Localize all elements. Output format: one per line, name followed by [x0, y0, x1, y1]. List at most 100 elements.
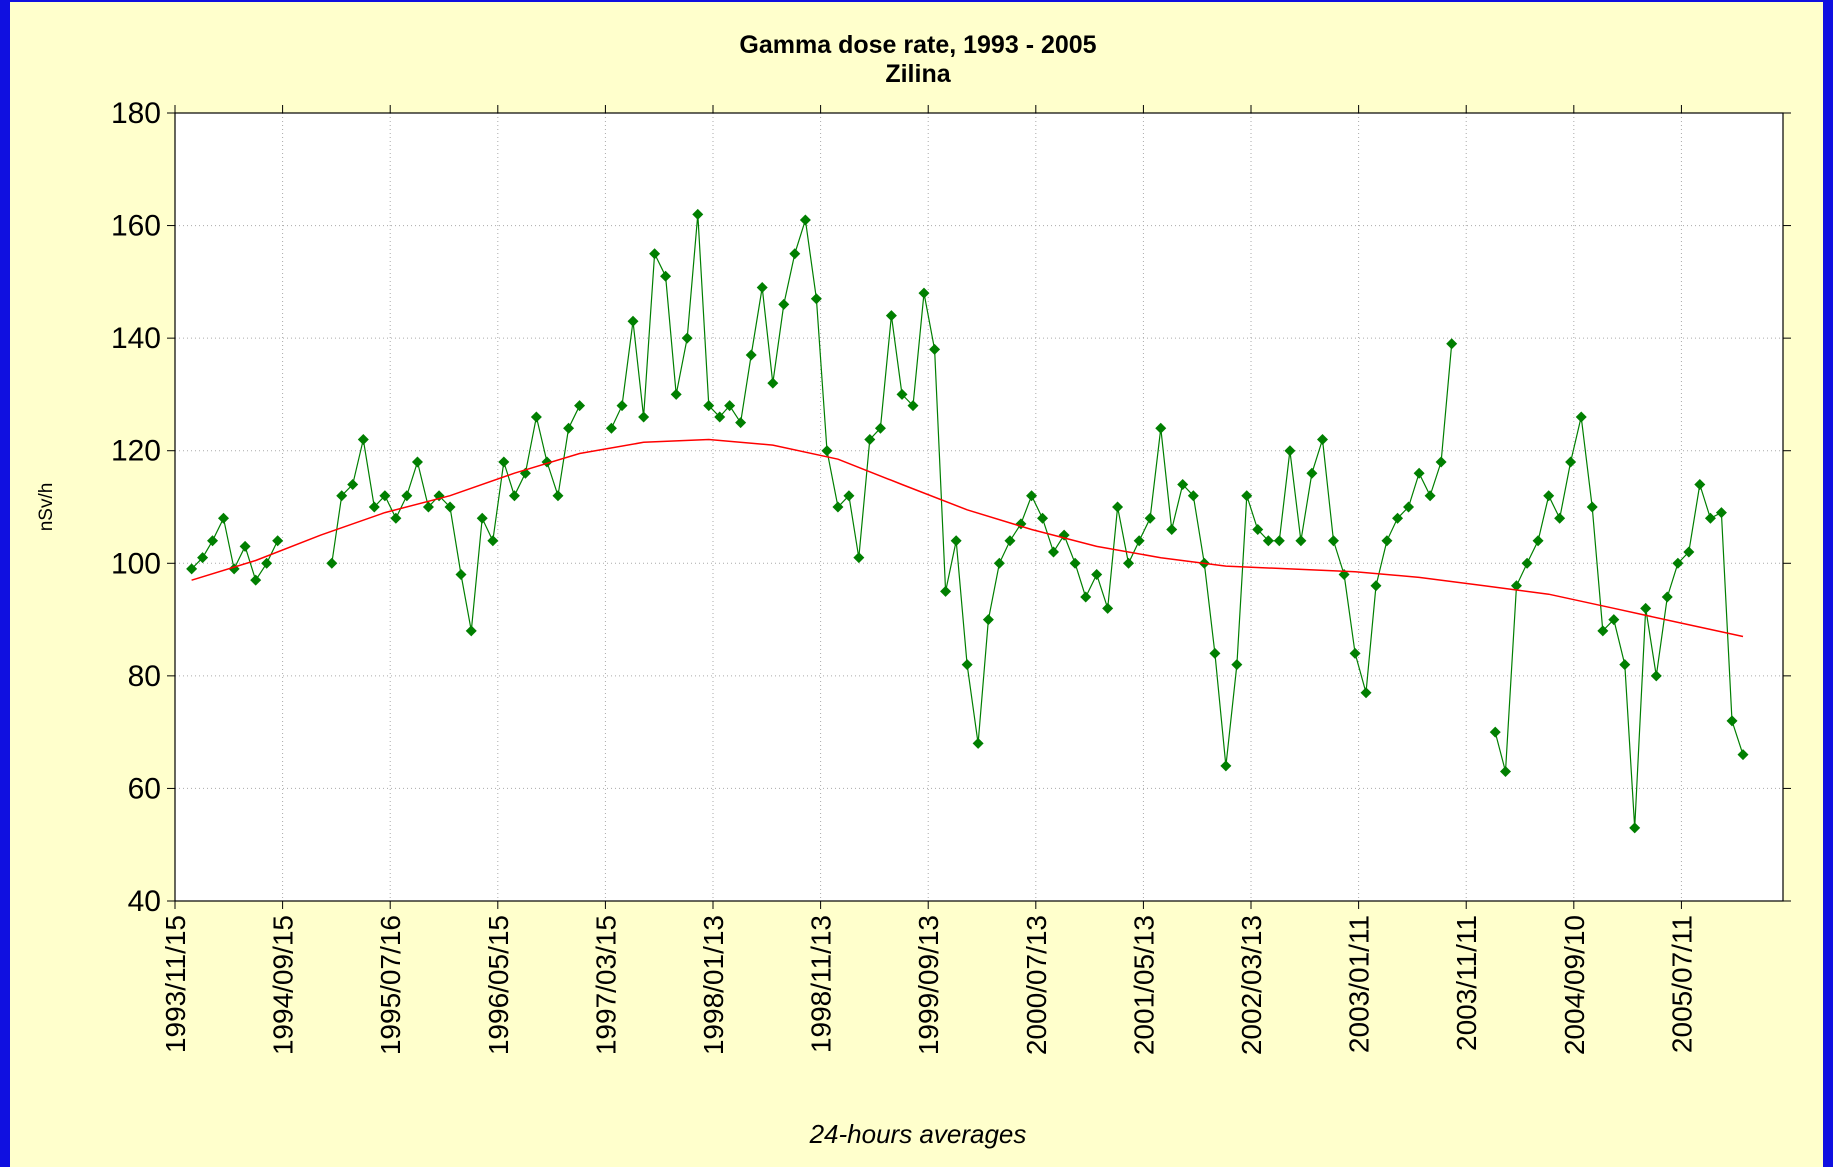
data-point: [1704, 512, 1716, 524]
data-point: [1597, 625, 1609, 637]
data-point: [1510, 580, 1522, 592]
y-tick-label: 180: [111, 97, 161, 130]
data-point: [1715, 507, 1727, 519]
data-point: [498, 456, 510, 468]
x-tick-label: 2002/03/13: [1236, 915, 1267, 1055]
data-point: [401, 490, 413, 502]
data-point: [1500, 766, 1512, 778]
data-point: [186, 563, 198, 575]
data-point: [508, 490, 520, 502]
data-point: [929, 343, 941, 355]
data-point: [767, 377, 779, 389]
data-point: [1133, 535, 1145, 547]
data-point: [918, 287, 930, 299]
data-point: [574, 400, 586, 412]
data-point: [810, 293, 822, 305]
data-point: [1413, 467, 1425, 479]
data-point: [1252, 524, 1264, 536]
data-point: [982, 614, 994, 626]
data-point: [1726, 715, 1738, 727]
data-point: [1521, 557, 1533, 569]
data-point: [1629, 822, 1641, 834]
data-point: [1661, 591, 1673, 603]
y-tick-label: 80: [128, 660, 161, 693]
data-point: [670, 388, 682, 400]
data-point: [1349, 647, 1361, 659]
data-point: [864, 433, 876, 445]
data-point: [1317, 433, 1329, 445]
data-point: [1112, 501, 1124, 513]
data-point: [1231, 659, 1243, 671]
data-point: [649, 248, 661, 260]
data-point: [1155, 422, 1167, 434]
data-point: [1392, 512, 1404, 524]
data-point: [1370, 580, 1382, 592]
data-point: [197, 552, 209, 564]
data-point: [1262, 535, 1274, 547]
data-point: [217, 512, 229, 524]
data-point: [1209, 647, 1221, 659]
data-point: [272, 535, 284, 547]
data-point: [735, 417, 747, 429]
data-point: [411, 456, 423, 468]
data-point: [250, 574, 262, 586]
data-point: [563, 422, 575, 434]
data-point: [1166, 524, 1178, 536]
x-tick-label: 1998/01/13: [698, 915, 729, 1055]
data-point: [347, 478, 359, 490]
data-point: [972, 737, 984, 749]
data-point: [1004, 535, 1016, 547]
x-tick-label: 2005/07/11: [1666, 915, 1697, 1053]
data-point: [1241, 490, 1253, 502]
data-point: [1403, 501, 1415, 513]
x-tick-label: 1995/07/16: [375, 915, 406, 1055]
data-point: [1048, 546, 1060, 558]
data-point: [1575, 411, 1587, 423]
data-point: [1424, 490, 1436, 502]
data-point: [799, 214, 811, 226]
data-point: [465, 625, 477, 637]
data-point: [961, 659, 973, 671]
data-point: [907, 400, 919, 412]
x-tick-label: 2000/07/13: [1021, 915, 1052, 1055]
data-point: [745, 349, 757, 361]
x-tick-label: 2004/09/10: [1559, 915, 1590, 1055]
data-point: [1187, 490, 1199, 502]
y-tick-label: 60: [128, 772, 161, 805]
data-point: [1284, 445, 1296, 457]
data-point: [1295, 535, 1307, 547]
data-point: [1586, 501, 1598, 513]
x-tick-label: 2001/05/13: [1128, 915, 1159, 1055]
data-point: [1080, 591, 1092, 603]
data-point: [239, 540, 251, 552]
chart-title: Gamma dose rate, 1993 - 2005: [739, 31, 1096, 59]
data-point: [1565, 456, 1577, 468]
data-point: [422, 501, 434, 513]
data-point: [681, 332, 693, 344]
data-point: [1489, 726, 1501, 738]
data-point: [1608, 614, 1620, 626]
data-point: [455, 569, 467, 581]
data-point: [853, 552, 865, 564]
data-point: [368, 501, 380, 513]
x-axis-label: 24-hours averages: [809, 1119, 1027, 1149]
data-point: [1069, 557, 1081, 569]
data-point: [778, 298, 790, 310]
x-tick-label: 2003/11/11: [1451, 915, 1482, 1051]
data-point: [261, 557, 273, 569]
data-point: [1435, 456, 1447, 468]
data-point: [379, 490, 391, 502]
data-point: [692, 208, 704, 220]
data-point: [1737, 749, 1749, 761]
series-line: [191, 438, 1744, 638]
data-point: [832, 501, 844, 513]
data-point: [756, 281, 768, 293]
data-point: [885, 310, 897, 322]
plot-frame: [174, 112, 1784, 902]
data-point: [714, 411, 726, 423]
data-point: [1123, 557, 1135, 569]
x-tick-label: 1997/03/15: [590, 915, 621, 1055]
y-tick-label: 120: [111, 435, 161, 468]
x-tick-label: 1994/09/15: [268, 915, 299, 1055]
